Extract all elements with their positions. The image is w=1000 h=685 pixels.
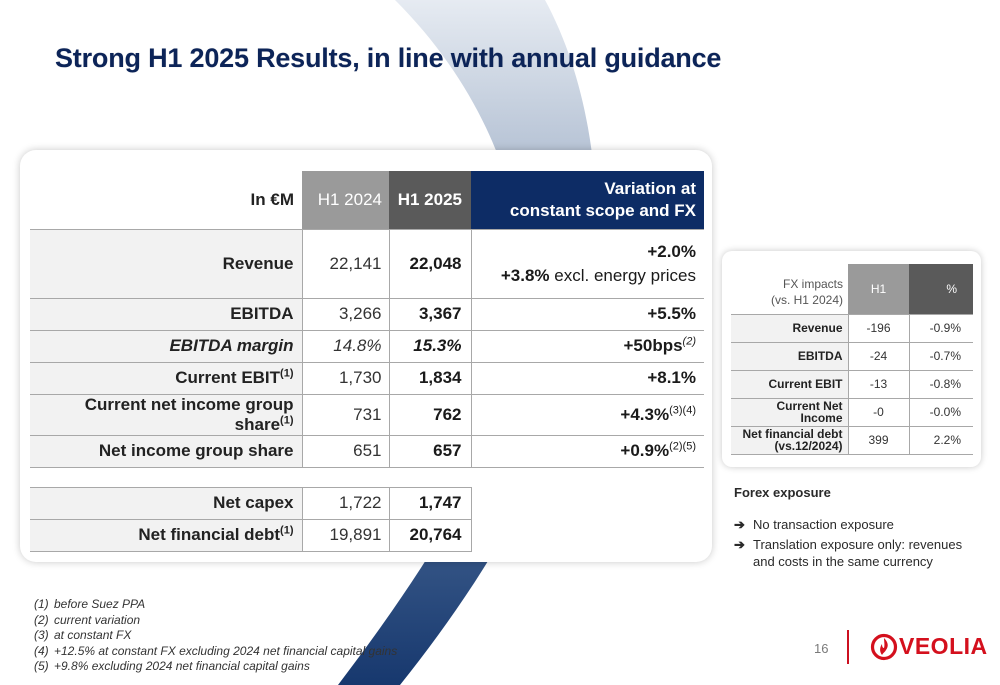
value-h1-2024: 22,141	[301, 228, 389, 298]
value-h1-2025: 762	[388, 393, 472, 435]
table-spacer	[30, 467, 704, 487]
bullet-text: Translation exposure only: revenues and …	[753, 537, 963, 569]
value-h1-2025: 1,747	[388, 486, 472, 519]
results-table-header: In €M H1 2024 H1 2025 Variation at consta…	[30, 171, 704, 229]
table-row: EBITDA -24 -0.7%	[731, 341, 973, 370]
value-variation: +2.0% +3.8% excl. energy prices	[471, 228, 704, 298]
list-item: ➔ No transaction exposure	[734, 516, 964, 533]
fx-value-pct: -0.9%	[908, 313, 973, 342]
value-variation: +8.1%	[471, 361, 704, 394]
value-variation: +0.9%(2)(5)	[471, 434, 704, 468]
row-label: EBITDA margin	[30, 329, 302, 362]
value-h1-2025: 3,367	[388, 297, 472, 330]
fx-value-pct: -0.8%	[908, 369, 973, 398]
fx-row-label: EBITDA	[731, 341, 848, 370]
footnote: (4) +12.5% at constant FX excluding 2024 …	[34, 643, 398, 658]
forex-exposure: Forex exposure ➔ No transaction exposure…	[734, 485, 964, 573]
fx-row-label: Net financial debt (vs.12/2024)	[731, 425, 848, 455]
fx-value-pct: -0.0%	[908, 397, 973, 426]
fx-header-h1: H1	[848, 264, 909, 314]
value-variation: +4.3%(3)(4)	[471, 393, 704, 435]
table-row: Net capex 1,722 1,747	[30, 486, 704, 519]
fx-row-label: Revenue	[731, 313, 848, 342]
value-h1-2025: 657	[388, 434, 472, 468]
fx-row-label: Current EBIT	[731, 369, 848, 398]
table-row: Net financial debt(1) 19,891 20,764	[30, 518, 704, 552]
fx-value-h1: 399	[847, 425, 909, 455]
row-label: Net income group share	[30, 434, 302, 468]
table-row: Current EBIT -13 -0.8%	[731, 369, 973, 398]
footnote: (3) at constant FX	[34, 628, 132, 642]
table-row: Current Net Income -0 -0.0%	[731, 397, 973, 426]
value-h1-2025: 20,764	[388, 518, 472, 552]
row-label: Current net income group share(1)	[30, 393, 302, 435]
value-h1-2024: 3,266	[301, 297, 389, 330]
value-h1-2025: 22,048	[388, 228, 472, 298]
table-row: Revenue -196 -0.9%	[731, 313, 973, 342]
row-label: Revenue	[30, 228, 302, 298]
value-h1-2024: 14.8%	[301, 329, 389, 362]
arrow-right-icon: ➔	[734, 517, 745, 532]
veolia-logo-text: VEOLIA	[899, 633, 988, 659]
table-row: Current EBIT(1) 1,730 1,834 +8.1%	[30, 361, 704, 394]
row-label: Net financial debt(1)	[30, 518, 302, 552]
header-variation: Variation at constant scope and FX	[471, 171, 704, 229]
fx-header-label: FX impacts (vs. H1 2024)	[731, 264, 848, 314]
table-row: EBITDA margin 14.8% 15.3% +50bps(2)	[30, 329, 704, 362]
value-variation: +50bps(2)	[471, 329, 704, 362]
fx-impacts-table: FX impacts (vs. H1 2024) H1 % Revenue -19…	[731, 264, 973, 455]
value-h1-2025: 15.3%	[388, 329, 472, 362]
table-row: Net income group share 651 657 +0.9%(2)(…	[30, 434, 704, 468]
results-table: In €M H1 2024 H1 2025 Variation at consta…	[30, 171, 704, 552]
page-number: 16	[814, 641, 829, 656]
footnote: (2) current variation	[34, 612, 141, 627]
footnote: (1) before Suez PPA	[34, 597, 146, 611]
fx-value-h1: -13	[847, 369, 909, 398]
header-label: In €M	[30, 171, 302, 229]
page-title: Strong H1 2025 Results, in line with ann…	[55, 43, 722, 73]
fx-value-pct: 2.2%	[908, 425, 973, 455]
fx-row-label: Current Net Income	[731, 397, 848, 426]
value-h1-2024: 1,730	[301, 361, 389, 394]
fx-value-h1: -0	[847, 397, 909, 426]
veolia-flame-icon	[870, 633, 898, 661]
fx-table-header: FX impacts (vs. H1 2024) H1 %	[731, 264, 973, 314]
value-h1-2024: 1,722	[301, 486, 389, 519]
row-label: EBITDA	[30, 297, 302, 330]
value-h1-2024: 19,891	[301, 518, 389, 552]
value-h1-2024: 731	[301, 393, 389, 435]
table-row: Net financial debt (vs.12/2024) 399 2.2%	[731, 425, 973, 455]
value-h1-2025: 1,834	[388, 361, 472, 394]
list-item: ➔ Translation exposure only: revenues an…	[734, 536, 964, 570]
arrow-right-icon: ➔	[734, 537, 745, 552]
table-row: Current net income group share(1) 731 76…	[30, 393, 704, 435]
header-h1-2024: H1 2024	[302, 171, 389, 229]
value-h1-2024: 651	[301, 434, 389, 468]
footnotes: (1) before Suez PPA (2) current variation …	[34, 597, 397, 675]
table-row: EBITDA 3,266 3,367 +5.5%	[30, 297, 704, 330]
fx-value-h1: -24	[847, 341, 909, 370]
footnote: (5) +9.8% excluding 2024 net financial ca…	[34, 659, 310, 673]
table-row: Revenue 22,141 22,048 +2.0% +3.8% excl. e…	[30, 228, 704, 298]
fx-header-pct: %	[909, 264, 973, 314]
forex-heading: Forex exposure	[734, 485, 831, 500]
bullet-text: No transaction exposure	[753, 517, 894, 532]
row-label: Current EBIT(1)	[30, 361, 302, 394]
fx-value-h1: -196	[847, 313, 909, 342]
fx-value-pct: -0.7%	[908, 341, 973, 370]
header-h1-2025: H1 2025	[389, 171, 471, 229]
row-label: Net capex	[30, 486, 302, 519]
value-variation: +5.5%	[471, 297, 704, 330]
footer-separator	[847, 630, 849, 664]
